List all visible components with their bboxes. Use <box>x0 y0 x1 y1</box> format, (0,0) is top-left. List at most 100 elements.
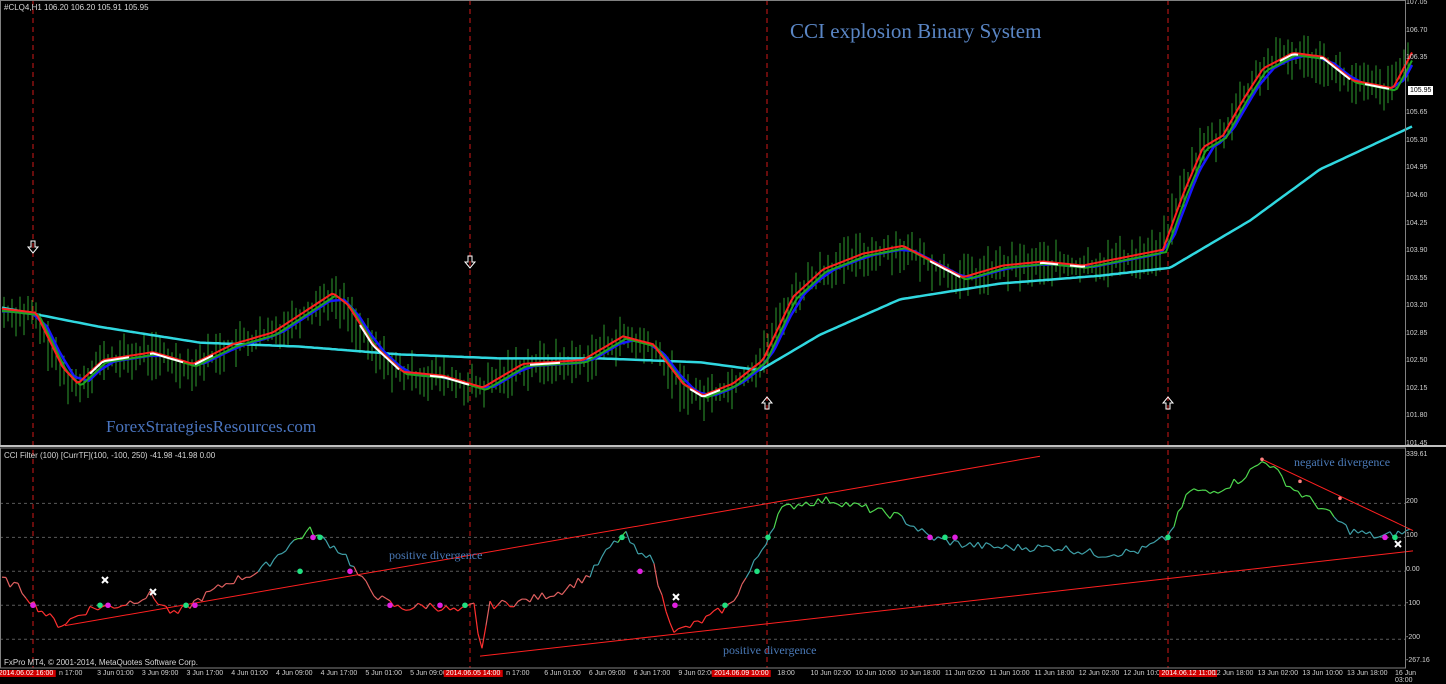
cci-segment <box>502 600 506 602</box>
cci-segment <box>454 608 458 611</box>
cci-segment <box>710 611 714 615</box>
cci-segment <box>1358 531 1362 533</box>
cci-segment <box>242 577 246 579</box>
cci-segment <box>1126 549 1130 551</box>
cci-segment <box>514 601 518 606</box>
price-tick-label: 105.65 <box>1406 109 1442 116</box>
signal-dot <box>619 535 625 541</box>
cci-segment <box>634 544 638 553</box>
cci-segment <box>554 592 558 596</box>
time-tick-label: 11 Jun 02:00 <box>945 670 985 677</box>
cci-segment <box>698 621 702 623</box>
cci-segment <box>674 629 678 633</box>
cci-segment <box>1034 545 1038 551</box>
cci-segment <box>1206 490 1210 493</box>
cci-segment <box>1078 552 1082 554</box>
cci-segment <box>426 603 430 609</box>
time-tick-label: 2014.06.09 10:00 <box>712 670 771 677</box>
cci-segment <box>1154 539 1158 542</box>
cci-segment <box>1106 556 1110 557</box>
cci-segment <box>586 576 590 578</box>
cci-segment <box>158 604 162 605</box>
cci-segment <box>1226 488 1230 489</box>
cci-segment <box>1266 463 1270 467</box>
cci-segment <box>578 578 582 583</box>
cci-segment <box>1006 545 1010 548</box>
cci-segment <box>966 542 970 545</box>
symbol-header: #CLQ4,H1 106.20 106.20 105.91 105.95 <box>4 3 149 12</box>
cci-segment <box>254 572 258 575</box>
cci-segment <box>1246 469 1250 477</box>
signal-dot <box>183 602 189 608</box>
cci-segment <box>818 499 822 503</box>
cci-segment <box>614 541 618 542</box>
cci-segment <box>1366 532 1370 534</box>
cci-segment <box>386 598 390 600</box>
time-tick-label: 18:00 <box>777 670 795 677</box>
cci-segment <box>1338 521 1342 522</box>
cci-segment <box>382 596 386 598</box>
cci-segment <box>518 599 522 601</box>
cci-segment <box>1050 547 1054 551</box>
cci-segment <box>1222 489 1226 491</box>
cci-segment <box>990 544 994 547</box>
cci-segment <box>750 560 754 570</box>
cci-segment <box>54 619 58 628</box>
signal-dot <box>754 568 760 574</box>
cross-icon <box>1395 541 1401 547</box>
signal-dot <box>722 602 728 608</box>
cci-segment <box>950 540 954 545</box>
time-tick-label: 5 Jun 01:00 <box>365 670 402 677</box>
price-panel-frame <box>1 1 1406 446</box>
cci-segment <box>1002 545 1006 549</box>
indicator-tick-label: 0.00 <box>1406 566 1442 573</box>
cci-segment <box>290 540 294 544</box>
cci-segment <box>450 608 454 610</box>
signal-segment <box>930 261 960 277</box>
time-tick-label: 13 Jun 02:00 <box>1258 670 1298 677</box>
time-tick-label: 9 Jun 02:00 <box>678 670 715 677</box>
cci-segment <box>178 607 182 614</box>
cci-segment <box>142 598 146 600</box>
cci-segment <box>1250 467 1254 469</box>
cci-segment <box>110 606 114 608</box>
cci-segment <box>194 598 198 600</box>
cci-segment <box>22 593 26 598</box>
cci-segment <box>470 603 474 604</box>
cci-segment <box>1262 462 1266 464</box>
cci-segment <box>946 539 950 545</box>
signal-dot <box>317 535 323 541</box>
cci-segment <box>954 540 958 541</box>
cci-segment <box>378 596 382 600</box>
cci-segment <box>690 621 694 627</box>
cci-segment <box>1122 549 1126 555</box>
cci-segment <box>274 555 278 560</box>
cci-segment <box>86 606 90 614</box>
price-tick-label: 102.15 <box>1406 385 1442 392</box>
cci-segment <box>482 626 486 649</box>
cci-segment <box>294 539 298 541</box>
cci-segment <box>914 526 918 531</box>
cci-segment <box>234 576 238 584</box>
cci-segment <box>646 555 650 558</box>
cci-segment <box>374 596 378 600</box>
price-tick-label: 107.05 <box>1406 0 1442 6</box>
cci-segment <box>1194 489 1198 491</box>
cci-segment <box>1298 491 1302 497</box>
signal-dot <box>1382 535 1388 541</box>
cci-segment <box>778 507 782 514</box>
cci-segment <box>14 582 18 583</box>
cci-segment <box>534 594 538 599</box>
price-tick-label: 105.30 <box>1406 137 1442 144</box>
cci-segment <box>330 546 334 548</box>
cci-segment <box>1254 465 1258 467</box>
cci-segment <box>70 617 74 619</box>
signal-dot <box>672 602 678 608</box>
cci-segment <box>666 611 670 623</box>
cci-segment <box>1038 545 1042 547</box>
cci-segment <box>758 550 762 557</box>
cci-segment <box>902 516 906 524</box>
cci-segment <box>222 584 226 588</box>
cci-segment <box>1354 529 1358 533</box>
